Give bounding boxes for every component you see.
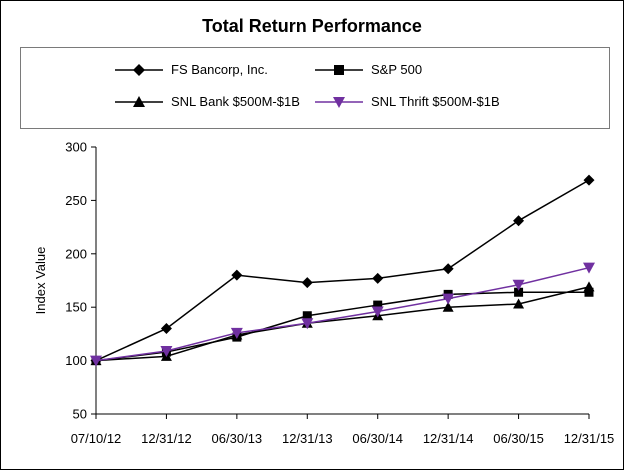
data-point-fs-bancorp-inc [513, 215, 525, 227]
data-point-snl-bank-500m-1b [513, 298, 525, 309]
x-tick-label: 12/31/12 [141, 431, 192, 446]
x-tick-label: 12/31/14 [423, 431, 474, 446]
x-tick-label: 06/30/14 [352, 431, 403, 446]
x-tick-label: 12/31/13 [282, 431, 333, 446]
data-point-s-p-500 [584, 287, 594, 297]
y-axis-title: Index Value [33, 247, 48, 315]
y-tick-label: 50 [73, 407, 87, 422]
chart-title: Total Return Performance [202, 16, 422, 36]
legend-label-snl-bank: SNL Bank $500M-$1B [171, 94, 300, 109]
x-tick-label: 06/30/15 [493, 431, 544, 446]
data-point-snl-thrift-500m-1b [512, 279, 525, 291]
data-point-snl-thrift-500m-1b [371, 306, 384, 318]
data-point-snl-thrift-500m-1b [442, 293, 455, 305]
y-tick-label: 150 [65, 300, 87, 315]
legend-swatch-sp500 [315, 65, 363, 75]
data-point-s-p-500 [302, 311, 312, 321]
legend-label-snl-thrift: SNL Thrift $500M-$1B [371, 94, 500, 109]
data-point-fs-bancorp-inc [301, 277, 313, 289]
data-point-snl-thrift-500m-1b [160, 345, 173, 357]
legend-item-sp500: S&P 500 [313, 60, 533, 80]
legend-swatch-snl-thrift [315, 97, 363, 108]
data-point-fs-bancorp-inc [231, 269, 243, 281]
data-point-s-p-500 [514, 287, 524, 297]
legend-swatch-fs-bancorp [115, 64, 163, 76]
series-line-fs-bancorp-inc [95, 179, 590, 362]
data-point-snl-thrift-500m-1b [301, 318, 314, 330]
x-tick-label: 07/10/12 [71, 431, 122, 446]
legend-label-sp500: S&P 500 [371, 62, 423, 77]
data-point-s-p-500 [373, 300, 383, 310]
data-point-snl-thrift-500m-1b [583, 262, 595, 274]
x-tick-label: 06/30/13 [212, 431, 263, 446]
data-point-fs-bancorp-inc [583, 174, 595, 186]
y-tick-label: 100 [65, 353, 87, 368]
data-point-snl-thrift-500m-1b [230, 327, 243, 339]
legend: FS Bancorp, Inc. S&P 500 SNL Bank $500M-… [20, 47, 610, 129]
series-line-snl-bank-500m-1b [95, 286, 590, 362]
series-line-s-p-500 [95, 291, 589, 362]
y-tick-label: 300 [65, 140, 87, 155]
data-point-fs-bancorp-inc [372, 272, 384, 284]
y-tick-label: 250 [65, 193, 87, 208]
y-tick-label: 200 [65, 246, 87, 261]
legend-swatch-snl-bank [115, 96, 163, 107]
data-point-fs-bancorp-inc [160, 323, 172, 335]
legend-item-snl-bank: SNL Bank $500M-$1B [113, 92, 333, 112]
series-line-snl-thrift-500m-1b [95, 266, 590, 362]
data-point-snl-bank-500m-1b [583, 281, 595, 292]
legend-item-fs-bancorp: FS Bancorp, Inc. [113, 60, 333, 80]
legend-item-snl-thrift: SNL Thrift $500M-$1B [313, 92, 533, 112]
legend-label-fs-bancorp: FS Bancorp, Inc. [171, 62, 268, 77]
data-point-fs-bancorp-inc [442, 263, 454, 275]
data-point-snl-bank-500m-1b [442, 301, 454, 312]
data-point-snl-thrift-500m-1b [90, 355, 102, 367]
x-tick-label: 12/31/15 [564, 431, 615, 446]
